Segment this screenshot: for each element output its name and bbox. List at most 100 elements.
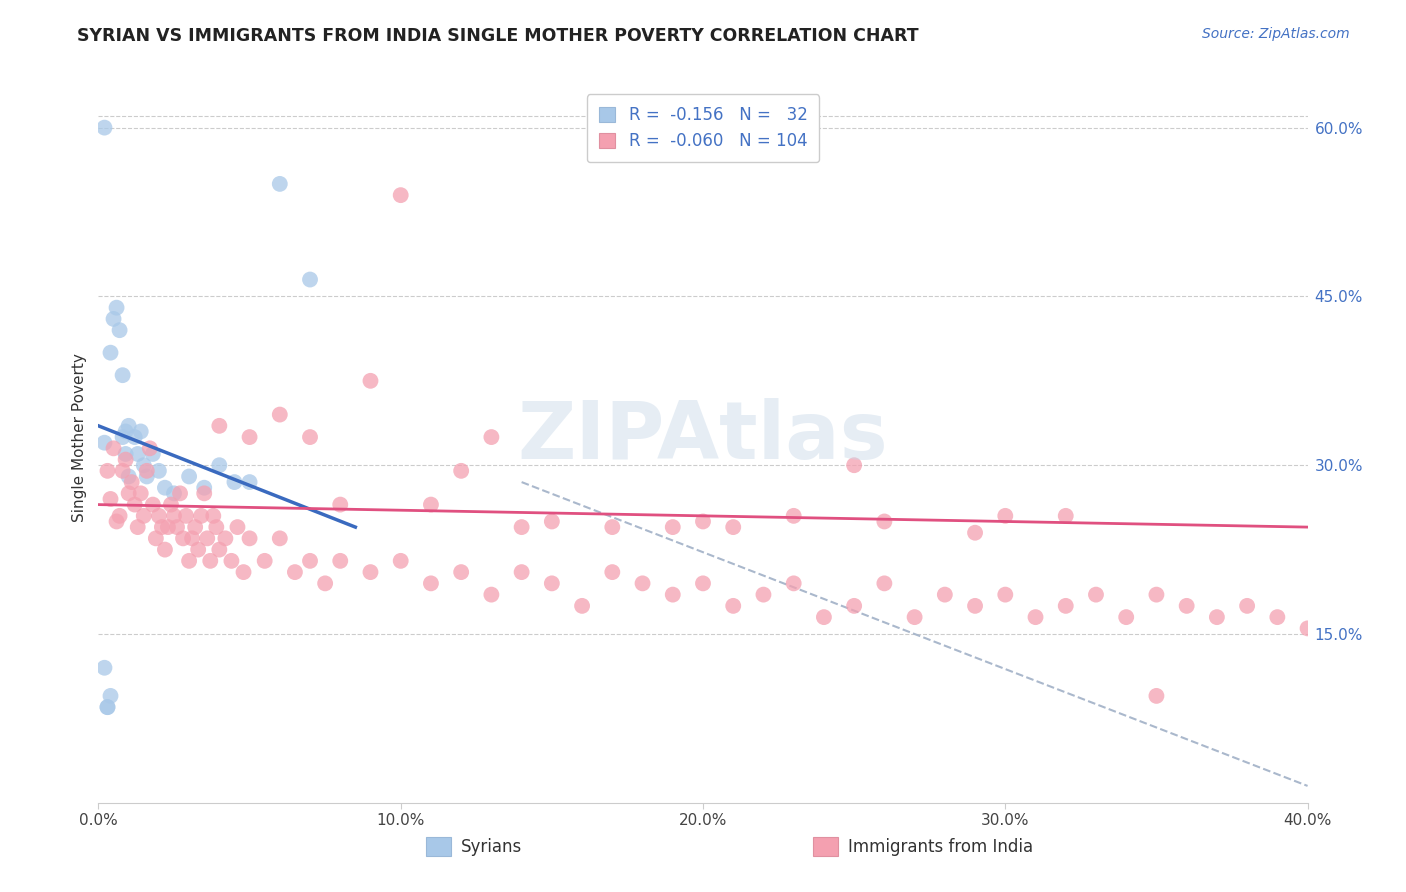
Point [239,430,262,444]
Point [208,418,231,433]
Point [723,520,745,534]
Point [193,481,215,495]
Point [96,700,118,714]
Point [1054,508,1077,523]
Point [631,576,654,591]
Point [118,469,141,483]
Point [124,498,146,512]
Point [179,469,201,483]
Point [965,525,987,540]
Point [93,661,115,675]
Point [132,508,155,523]
Point [1175,599,1198,613]
Point [1267,610,1289,624]
Point [226,520,249,534]
Point [105,515,128,529]
Point [148,508,170,523]
Point [135,464,157,478]
Point [571,599,593,613]
Point [844,458,866,473]
Point [1206,610,1229,624]
Text: ZIPAtlas: ZIPAtlas [517,398,889,476]
Point [284,565,307,579]
Point [873,515,896,529]
Point [965,599,987,613]
Point [127,520,149,534]
Point [299,554,322,568]
Point [166,520,188,534]
Point [1115,610,1137,624]
Point [269,532,291,546]
Point [111,368,134,383]
Point [160,498,183,512]
Point [221,554,243,568]
Point [239,532,262,546]
Point [100,491,122,506]
Point [994,588,1017,602]
Point [1054,599,1077,613]
Point [1024,610,1046,624]
Point [450,565,472,579]
Point [127,447,149,461]
Point [661,520,683,534]
Point [124,430,146,444]
Point [156,520,179,534]
Point [360,565,382,579]
Point [118,418,141,433]
Point [661,588,683,602]
Y-axis label: Single Mother Poverty: Single Mother Poverty [72,352,87,522]
Text: Immigrants from India: Immigrants from India [848,838,1033,856]
Point [169,486,191,500]
Point [239,475,262,489]
Point [602,520,624,534]
Point [135,469,157,483]
Point [174,508,197,523]
Point [481,588,503,602]
Point [195,532,218,546]
Point [783,576,806,591]
Point [269,408,291,422]
Point [232,565,254,579]
Point [904,610,927,624]
Point [329,498,352,512]
Point [108,508,131,523]
Point [96,464,118,478]
Point [481,430,503,444]
Point [752,588,775,602]
Point [103,442,125,456]
Point [1144,689,1167,703]
Point [214,532,236,546]
Point [114,447,136,461]
Point [193,486,215,500]
Point [329,554,352,568]
Point [93,435,115,450]
Point [299,272,322,286]
Point [172,532,194,546]
Legend: R =  -0.156   N =   32, R =  -0.060   N = 104: R = -0.156 N = 32, R = -0.060 N = 104 [586,95,820,162]
Point [114,425,136,439]
Point [96,700,118,714]
Point [224,475,246,489]
Point [145,532,167,546]
Point [114,452,136,467]
Point [360,374,382,388]
Point [510,520,533,534]
Point [934,588,956,602]
Point [142,498,165,512]
Point [142,447,165,461]
Point [205,520,228,534]
Point [299,430,322,444]
Point [602,565,624,579]
Point [844,599,866,613]
Point [93,120,115,135]
Point [540,576,562,591]
Point [1236,599,1258,613]
Point [163,486,186,500]
Point [1085,588,1108,602]
Point [100,345,122,359]
Point [129,425,152,439]
Point [783,508,806,523]
Point [150,520,173,534]
Point [181,532,204,546]
Point [1144,588,1167,602]
